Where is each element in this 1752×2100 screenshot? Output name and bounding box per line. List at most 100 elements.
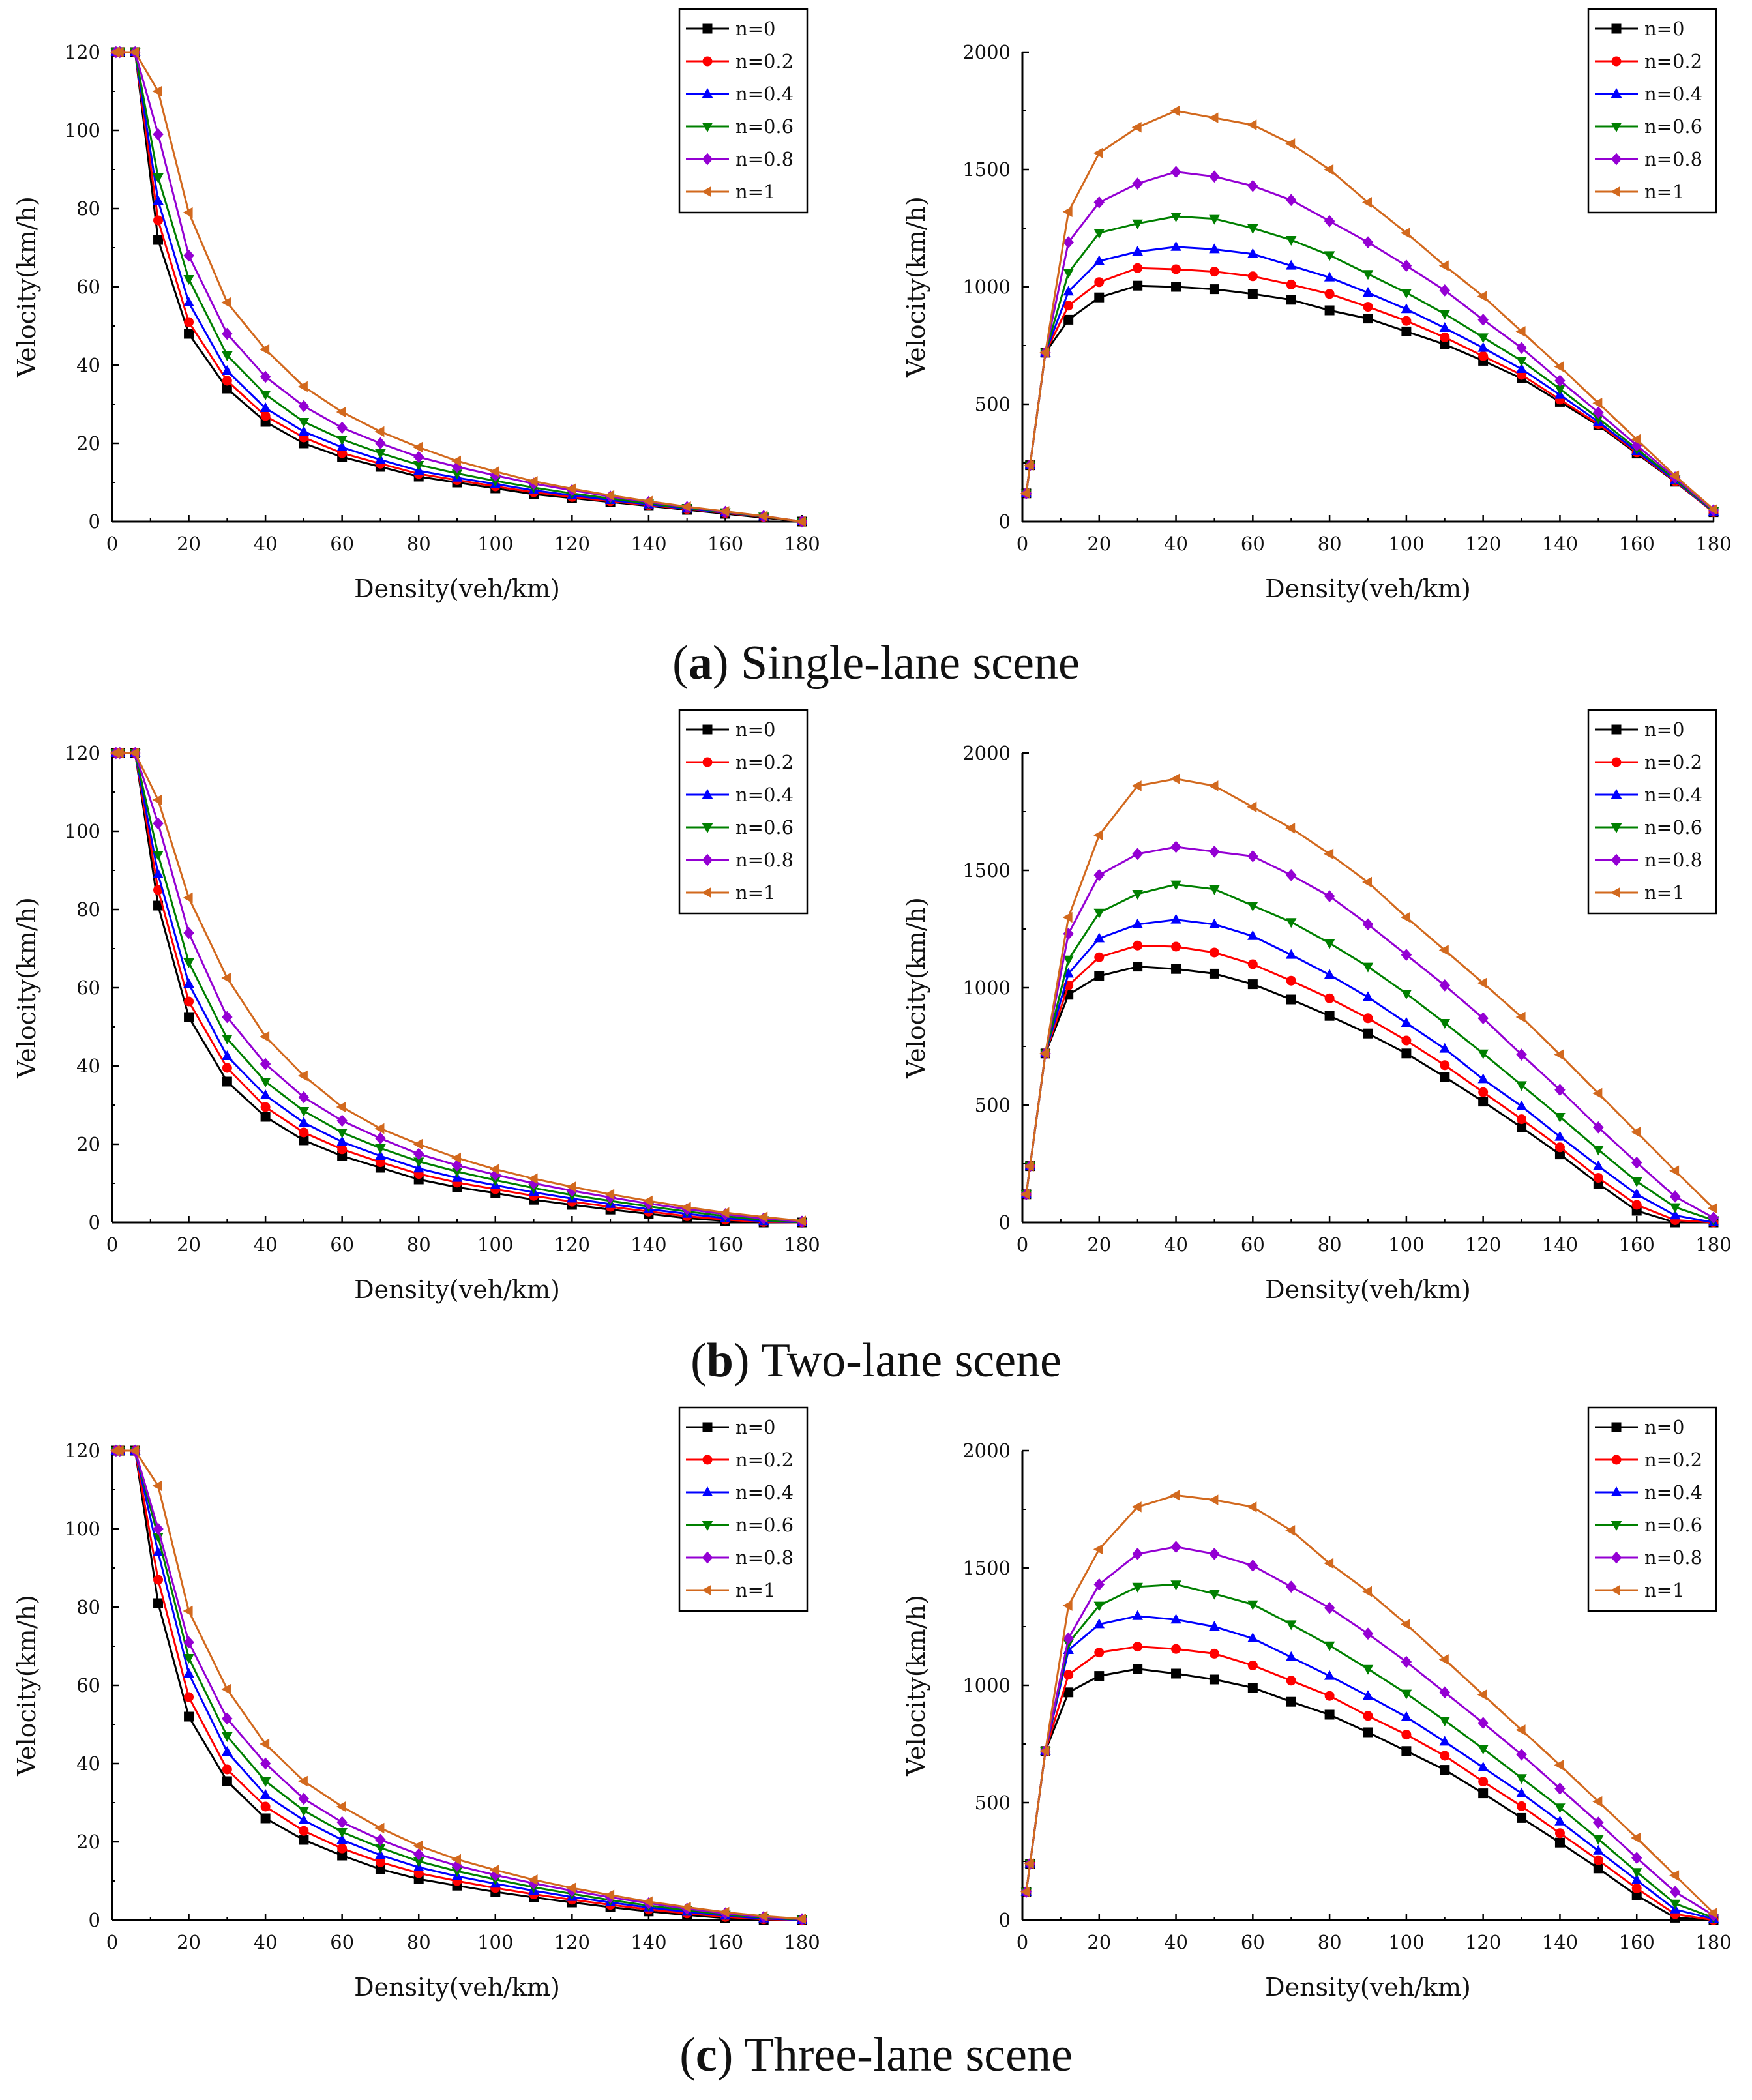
chartb-right-data-point — [1247, 930, 1258, 940]
charta-left-data-point — [413, 461, 424, 471]
caption-a-text: Single-lane scene — [740, 636, 1080, 690]
chartb-right-data-point — [1669, 1209, 1681, 1220]
chartc-left-data-point — [375, 1857, 385, 1867]
chartb-left-x-tick-label: 100 — [477, 1234, 513, 1256]
charta-right-series-line — [1025, 171, 1714, 511]
chartb-left-data-point — [299, 1135, 309, 1146]
chartb-left-data-point — [719, 1207, 730, 1219]
chartc-left-y-tick-label: 80 — [76, 1596, 100, 1618]
chartb-right-data-point — [1324, 1011, 1335, 1021]
chartb-right-x-tick-label: 120 — [1465, 1234, 1501, 1256]
chartb-right-data-point — [1208, 780, 1219, 791]
chartb-right-data-point — [1516, 1100, 1527, 1110]
charta-right-data-point — [1554, 361, 1564, 372]
chartc-right-data-point — [1132, 1610, 1143, 1620]
chart-a-velocity-vs-density: 0 20 40 60 80 100 120 140 160 180 0 20 40 60 80 100 120 D… — [12, 8, 820, 603]
charta-left-y-tick-label: 20 — [76, 432, 100, 454]
chartc-right-data-point — [1439, 1717, 1451, 1726]
charta-right-data-point — [1401, 326, 1412, 336]
chartc-right-data-point — [1209, 1548, 1220, 1560]
charta-right-data-point — [1363, 302, 1373, 312]
charta-left-legend-box — [678, 8, 809, 214]
chartb-left-y-tick-label: 120 — [65, 742, 100, 764]
charta-left-data-point — [451, 455, 461, 467]
charta-right-data-point — [1477, 314, 1489, 326]
caption-b-text: Two-lane scene — [760, 1334, 1062, 1387]
chartc-left-legend-marker — [702, 1422, 713, 1432]
chartb-right-data-point — [1171, 941, 1181, 952]
charta-left-data-point — [260, 402, 271, 412]
chartc-right-data-point — [1286, 1696, 1296, 1707]
chartb-left-series-4 — [110, 747, 808, 1228]
chartb-left-data-point — [260, 1057, 271, 1071]
chartc-left-x-tick-label: 60 — [330, 1931, 354, 1953]
charta-left-data-point — [260, 344, 270, 355]
charta-right-data-point — [1401, 289, 1412, 299]
chartc-left-data-point — [796, 1913, 806, 1925]
chartc-right-y-tick-label: 2000 — [962, 1440, 1011, 1462]
charta-right-y-tick-label: 2000 — [962, 41, 1011, 63]
chartb-right-data-point — [1286, 975, 1296, 986]
charta-left-data-point — [260, 411, 271, 421]
charta-left-data-point — [298, 418, 310, 428]
chartc-left-data-point — [184, 1711, 194, 1722]
charta-right-data-point — [1708, 504, 1717, 515]
chartc-right-series-line — [1025, 1615, 1714, 1920]
chartb-left-x-tick-label: 180 — [784, 1234, 820, 1256]
chartb-right-data-point — [1209, 885, 1220, 895]
chartb-right-legend: n=0 n=0.2 n=0.4 n=0.6 n=0.8 n=1 — [1587, 709, 1717, 915]
chartc-right-data-point — [1708, 1907, 1717, 1919]
chartb-left-x-axis-label: Density(veh/km) — [354, 1275, 560, 1304]
chartb-left-data-point — [184, 1012, 194, 1022]
chart-c-flow-vs-density: 0 20 40 60 80 100 120 140 160 180 0 500 1000 1500 2000… — [902, 1406, 1732, 2002]
chartb-left-legend-marker — [702, 789, 713, 799]
chartb-left-data-point — [153, 900, 164, 911]
chartc-right-data-point — [1171, 1668, 1181, 1679]
chartc-right-data-point — [1439, 1686, 1451, 1699]
chartc-left-data-point — [184, 1692, 194, 1702]
chartc-right-data-point — [1324, 1558, 1334, 1569]
chartc-right-data-point — [1631, 1852, 1642, 1864]
chartc-right-data-point — [1324, 1691, 1335, 1701]
chartc-right-data-point — [1593, 1816, 1604, 1829]
charta-left-data-point — [375, 449, 386, 459]
chartb-right-x-tick-label: 100 — [1388, 1234, 1424, 1256]
chartb-right-data-point — [1708, 1203, 1717, 1214]
chartb-right-data-point — [1517, 1114, 1527, 1125]
chartc-left-data-point — [413, 1840, 423, 1852]
charta-left-data-point — [336, 421, 348, 434]
chartb-right-data-point — [1401, 1048, 1412, 1059]
chartc-left-y-axis-label: Velocity(km/h) — [12, 1595, 41, 1777]
chartc-left-data-point — [222, 1764, 232, 1775]
chartc-left-data-point — [298, 1814, 310, 1824]
chartb-right-data-point — [1554, 1149, 1565, 1160]
chartb-right-data-point — [1093, 868, 1105, 881]
chartc-right-data-point — [1631, 1890, 1642, 1900]
chartb-left-data-point — [298, 1091, 310, 1104]
chartb-left-data-point — [490, 1176, 501, 1187]
chartc-left-data-point — [260, 1789, 271, 1799]
chartc-right-data-point — [1171, 1644, 1181, 1654]
chartc-left-data-point — [566, 1882, 576, 1894]
charta-right-data-point — [1133, 280, 1143, 291]
chartc-left-data-point — [489, 1864, 499, 1876]
charta-right-data-point — [1440, 339, 1450, 349]
chartb-left-legend-marker — [702, 724, 713, 735]
chartc-left-x-tick-label: 100 — [477, 1931, 513, 1953]
charta-left-data-point — [681, 501, 691, 512]
chartb-left-legend-label: n=0.6 — [735, 816, 794, 838]
charta-left-x-tick-label: 140 — [631, 533, 666, 555]
chartc-left-data-point — [413, 1857, 424, 1867]
charta-right-data-point — [1669, 470, 1680, 482]
charta-left-legend-label: n=0.4 — [735, 83, 794, 105]
chartc-right-data-point — [1063, 1687, 1074, 1698]
chartc-right-legend-box — [1587, 1406, 1717, 1612]
chartb-right-data-point — [1209, 947, 1219, 958]
chartc-right-data-point — [1094, 1671, 1105, 1681]
chartb-left-data-point — [260, 1102, 271, 1112]
chartc-left-data-point — [374, 1822, 385, 1834]
chartc-right-data-point — [1631, 1832, 1641, 1844]
chartc-right-data-point — [1285, 1651, 1297, 1661]
chartb-right-x-tick-label: 80 — [1318, 1234, 1342, 1256]
chartb-right-data-point — [1363, 1028, 1373, 1039]
